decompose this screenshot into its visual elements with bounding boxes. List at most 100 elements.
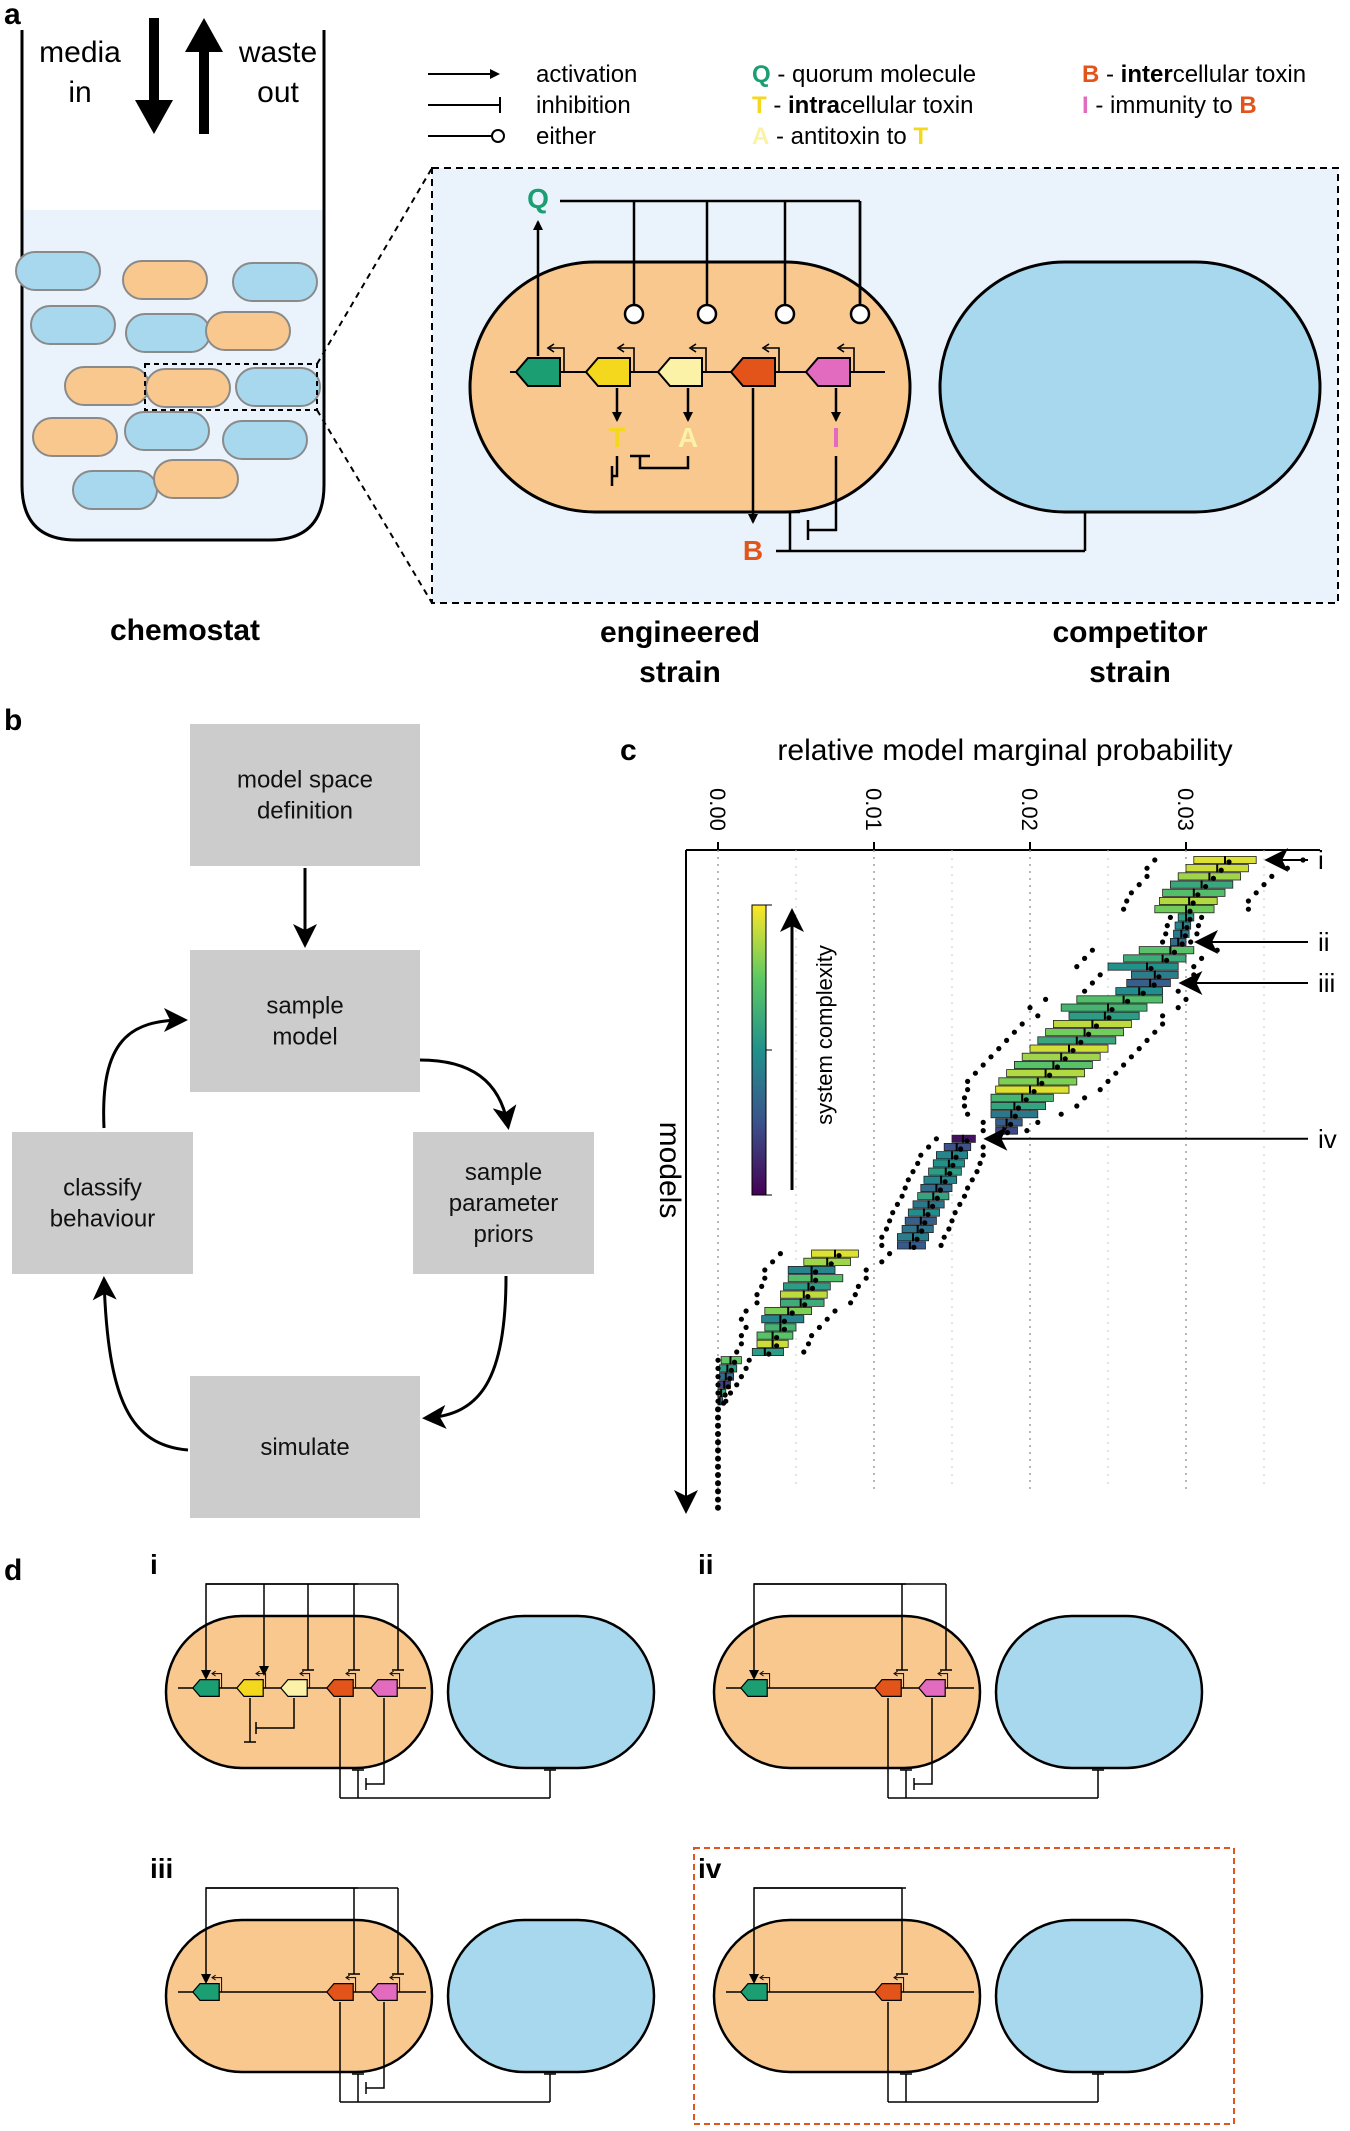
model-point: [789, 1310, 795, 1316]
model-point: [1109, 1007, 1115, 1013]
highlight-frame: [693, 1847, 1235, 2125]
competitor-cell-mini: [232, 262, 318, 302]
legend-tail: B: [1239, 92, 1256, 119]
media-in-label-1: media: [39, 36, 121, 69]
model-point: [952, 1210, 958, 1216]
model-point: [1144, 1037, 1150, 1043]
model-point: [1218, 867, 1224, 873]
promoter-arrowhead: [255, 1670, 260, 1677]
panel-d-letter: d: [4, 1554, 22, 1587]
model-box: [897, 1241, 926, 1250]
promoter: [213, 1673, 223, 1688]
gene-antitoxin: [280, 1679, 308, 1697]
model-point: [1199, 955, 1205, 962]
model-point: [1188, 939, 1194, 945]
promoter: [347, 1673, 357, 1688]
model-point: [947, 1171, 953, 1177]
gene-quorum: [740, 1983, 768, 2001]
model-point: [754, 1300, 760, 1306]
model-point: [1210, 875, 1216, 882]
legend-arrow-types: activation inhibition either: [428, 61, 637, 150]
gene-intercellular-toxin: [874, 1983, 902, 2001]
model-point: [965, 1185, 971, 1191]
model-point: [972, 1070, 979, 1076]
model-point: [1078, 1039, 1084, 1045]
model-point: [863, 1267, 869, 1273]
model-point: [1031, 1089, 1037, 1095]
promoter: [301, 1673, 311, 1688]
model-point: [766, 1351, 772, 1357]
colorbar: [751, 904, 767, 1196]
promoter: [895, 1673, 905, 1688]
competitor-strain-label-2: strain: [1089, 656, 1171, 689]
model-point: [961, 1193, 968, 1199]
competitor-cell-mini: [124, 411, 210, 451]
competitor-cell: [446, 1918, 656, 2074]
model-point: [1163, 931, 1169, 937]
engineered-strain-label-2: strain: [639, 656, 721, 689]
model-point: [738, 1341, 745, 1347]
legend-molecule-B: B - intercellular toxin: [1082, 61, 1306, 88]
x-tick-label: 0.01: [861, 788, 886, 831]
antitoxin-inhibits-toxin: [638, 456, 690, 470]
model-point: [918, 1152, 924, 1158]
model-point: [1124, 898, 1130, 904]
antitoxin-inhibits-toxin: [256, 1698, 295, 1729]
model-point: [1062, 1056, 1068, 1062]
panel-b-letter: b: [4, 704, 22, 737]
promoter-arrowhead: [759, 1974, 764, 1981]
model-point: [738, 1333, 745, 1339]
model-point: [1152, 1029, 1158, 1035]
model-point: [938, 1242, 944, 1248]
legend-inhibition-label: inhibition: [536, 92, 631, 119]
model-point: [1008, 1121, 1014, 1127]
model-point: [715, 1431, 721, 1437]
model-point: [883, 1226, 890, 1232]
model-point: [1043, 996, 1049, 1003]
model-point: [1284, 865, 1290, 871]
circuit-zoom: Q T A I B engineered strain competitor strai…: [431, 167, 1339, 689]
model-point: [715, 1357, 721, 1363]
marker-iii-label: iii: [1318, 968, 1335, 998]
model-point: [1253, 890, 1259, 896]
chemostat-cells: [15, 251, 321, 510]
model-point: [879, 1234, 885, 1240]
model-point: [715, 1406, 721, 1413]
either-regulation-circle: [849, 303, 871, 325]
either-regulation-circle: [623, 303, 645, 325]
model-point: [977, 1160, 983, 1166]
model-point: [887, 1218, 893, 1224]
x-tick-label: 0.02: [1017, 788, 1042, 831]
model-point: [824, 1316, 830, 1322]
promoter: [620, 347, 635, 372]
model-point: [731, 1359, 738, 1365]
legend-molecule-T: T - intracellular toxin: [752, 92, 973, 119]
model-point: [958, 1146, 964, 1152]
legend-bold: inter: [1121, 61, 1173, 88]
gene-intercellular-toxin: [326, 1983, 354, 2001]
promoter: [895, 1977, 905, 1992]
engineered-cell: [712, 1918, 982, 2074]
model-point: [1245, 906, 1251, 912]
model-point: [715, 1365, 721, 1371]
model-point: [743, 1365, 749, 1371]
panel-a: a media in waste out chemostat activatio…: [4, 0, 1339, 689]
model-point: [1184, 925, 1190, 931]
model-point: [1226, 859, 1232, 865]
topology-iii: iii: [150, 1853, 656, 2103]
model-point: [988, 1054, 994, 1060]
panel-c: c relative model marginal probability 0.…: [620, 734, 1337, 1514]
promoter-arrowhead: [893, 1974, 898, 1981]
topology-iv: iv: [693, 1847, 1235, 2125]
model-point: [887, 1251, 893, 1257]
immunity-label: I: [832, 422, 840, 453]
model-point: [1148, 966, 1154, 972]
model-point: [1011, 1029, 1018, 1035]
model-point: [754, 1292, 760, 1298]
zoom-line-bottom: [316, 409, 433, 604]
model-point: [1160, 939, 1166, 945]
model-point: [1175, 1005, 1181, 1011]
